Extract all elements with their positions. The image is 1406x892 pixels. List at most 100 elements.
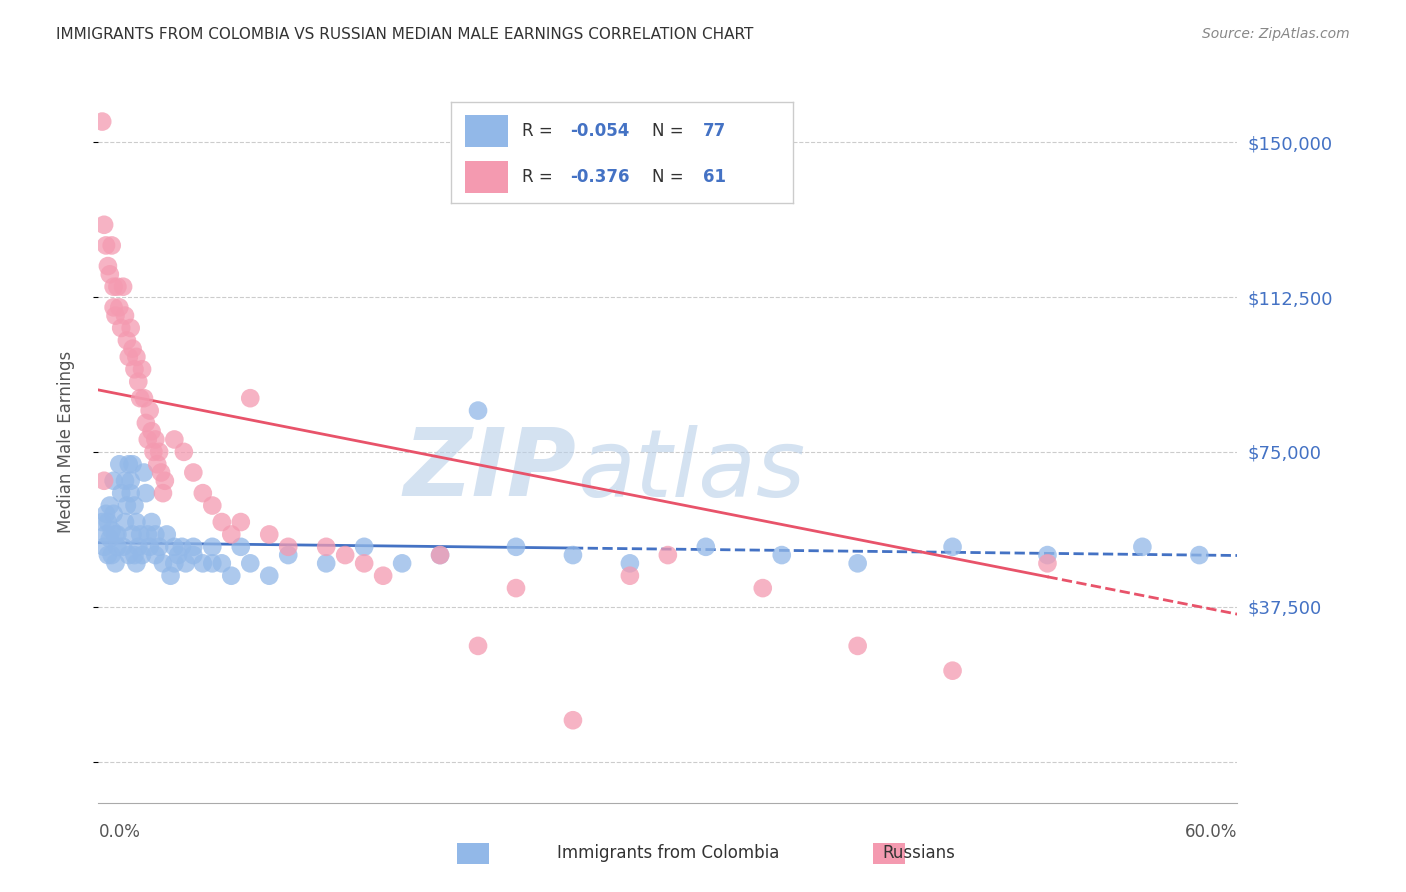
Point: [115, 499, 138, 513]
Point: [152, 557, 174, 571]
Point: [391, 557, 413, 571]
Point: [141, 515, 163, 529]
Point: [108, 301, 131, 315]
Point: [114, 309, 136, 323]
Point: [229, 515, 252, 529]
Bar: [457, 843, 489, 864]
Point: [619, 557, 641, 571]
Point: [104, 527, 127, 541]
Point: [145, 433, 167, 447]
Point: [846, 639, 869, 653]
Point: [108, 457, 131, 471]
Point: [146, 457, 169, 471]
Point: [562, 713, 585, 727]
Point: [239, 557, 262, 571]
Point: [191, 557, 214, 571]
Point: [201, 557, 224, 571]
Point: [221, 568, 243, 582]
Point: [97, 259, 120, 273]
Point: [107, 279, 129, 293]
Point: [131, 548, 153, 562]
Point: [148, 445, 170, 459]
Point: [156, 527, 179, 541]
Point: [1036, 557, 1059, 571]
Point: [121, 342, 143, 356]
Point: [110, 321, 132, 335]
Point: [91, 114, 114, 128]
Text: 0.0%: 0.0%: [98, 823, 141, 841]
Point: [150, 466, 173, 480]
Point: [148, 540, 170, 554]
Point: [505, 581, 527, 595]
Point: [145, 548, 167, 562]
Point: [132, 466, 155, 480]
Point: [129, 527, 152, 541]
Point: [229, 540, 252, 554]
Point: [173, 445, 195, 459]
Point: [118, 457, 141, 471]
Point: [94, 527, 117, 541]
Point: [103, 279, 125, 293]
Point: [97, 515, 120, 529]
Point: [211, 557, 233, 571]
Point: [183, 548, 205, 562]
Point: [562, 548, 585, 562]
Point: [94, 238, 117, 252]
Point: [125, 350, 148, 364]
Point: [100, 524, 122, 538]
Point: [159, 568, 181, 582]
Point: [97, 548, 120, 562]
Text: IMMIGRANTS FROM COLOMBIA VS RUSSIAN MEDIAN MALE EARNINGS CORRELATION CHART: IMMIGRANTS FROM COLOMBIA VS RUSSIAN MEDI…: [56, 27, 754, 42]
Point: [619, 568, 641, 582]
Point: [112, 279, 135, 293]
Point: [124, 362, 146, 376]
Point: [467, 403, 489, 417]
Point: [118, 350, 141, 364]
Point: [93, 218, 115, 232]
Point: [98, 532, 121, 546]
Text: Source: ZipAtlas.com: Source: ZipAtlas.com: [1202, 27, 1350, 41]
Point: [191, 486, 214, 500]
Point: [211, 515, 233, 529]
Point: [107, 540, 129, 554]
Point: [1132, 540, 1154, 554]
Point: [846, 557, 869, 571]
Text: 60.0%: 60.0%: [1185, 823, 1237, 841]
Point: [129, 391, 152, 405]
Point: [135, 486, 157, 500]
Point: [259, 527, 281, 541]
Point: [770, 548, 793, 562]
Text: ZIP: ZIP: [404, 425, 576, 516]
Point: [201, 540, 224, 554]
Point: [115, 334, 138, 348]
Point: [93, 540, 115, 554]
Point: [125, 557, 148, 571]
Point: [201, 499, 224, 513]
Point: [104, 557, 127, 571]
Point: [131, 362, 153, 376]
Point: [98, 499, 121, 513]
Point: [163, 540, 186, 554]
Point: [163, 433, 186, 447]
Point: [695, 540, 717, 554]
Point: [277, 540, 299, 554]
Point: [657, 548, 679, 562]
Point: [110, 486, 132, 500]
Point: [124, 499, 146, 513]
Point: [107, 527, 129, 541]
Point: [112, 540, 135, 554]
Text: Russians: Russians: [882, 845, 955, 863]
Point: [127, 540, 149, 554]
Point: [132, 391, 155, 405]
Point: [942, 664, 965, 678]
Point: [371, 568, 394, 582]
Point: [120, 474, 142, 488]
Point: [103, 474, 125, 488]
Point: [183, 466, 205, 480]
Point: [153, 474, 176, 488]
Point: [142, 445, 165, 459]
Point: [315, 540, 337, 554]
Point: [103, 301, 125, 315]
Point: [170, 540, 193, 554]
Y-axis label: Median Male Earnings: Median Male Earnings: [56, 351, 75, 533]
